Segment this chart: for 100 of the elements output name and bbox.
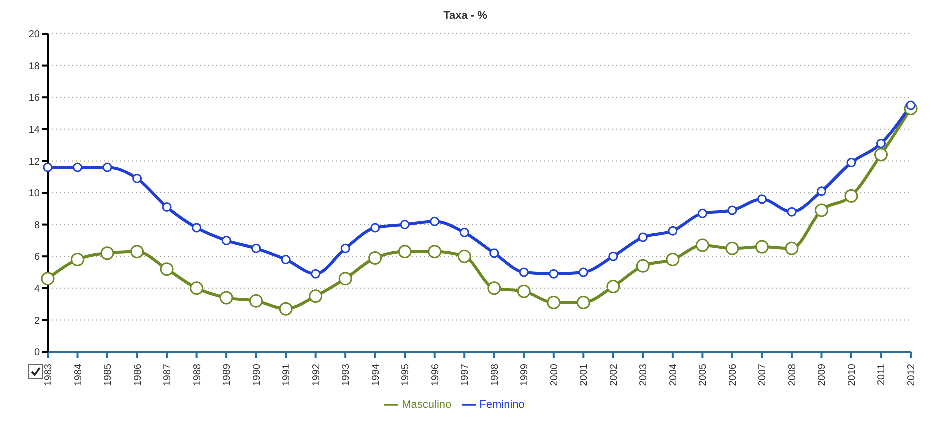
x-tick-label: 1990 [252, 364, 263, 386]
x-tick-label: 1993 [341, 364, 352, 386]
x-tick-label: 2004 [668, 364, 680, 386]
y-tick-label: 6 [34, 252, 40, 264]
x-tick-label: 2007 [758, 364, 769, 386]
x-tick-label: 2003 [638, 364, 650, 386]
point [192, 223, 202, 233]
point [71, 253, 85, 267]
point [160, 262, 174, 276]
point [638, 232, 648, 242]
point [400, 220, 410, 230]
x-tick-label: 1985 [103, 364, 114, 386]
x-tick-label: 1999 [520, 364, 531, 386]
point [787, 207, 797, 217]
point [757, 194, 767, 204]
x-tick-label: 2006 [728, 364, 739, 386]
point [132, 174, 142, 184]
x-tick-label: 2012 [906, 364, 918, 386]
x-tick-label: 1987 [162, 364, 174, 386]
point [130, 245, 144, 259]
point [430, 216, 440, 226]
point [222, 236, 232, 246]
x-tick-label: 1991 [282, 364, 293, 386]
point [785, 242, 799, 256]
point [340, 244, 350, 254]
point [517, 284, 531, 298]
point [41, 272, 55, 286]
point [668, 226, 678, 236]
x-tick-label: 2002 [608, 364, 620, 386]
point [100, 246, 114, 260]
x-tick-label: 1989 [222, 364, 234, 386]
point [338, 272, 352, 286]
point [696, 238, 710, 252]
y-tick-label: 2 [34, 316, 40, 327]
point [636, 259, 650, 273]
point [490, 248, 500, 258]
y-tick-label: 4 [34, 284, 40, 295]
x-tick-label: 1995 [400, 364, 412, 386]
point [844, 189, 858, 203]
x-tick-label: 2000 [549, 364, 560, 386]
point [726, 242, 740, 256]
x-tick-label: 1997 [460, 364, 472, 386]
point [309, 290, 323, 304]
point [755, 240, 769, 254]
x-tick-label: 1988 [192, 364, 204, 386]
point [488, 282, 502, 296]
point [281, 255, 291, 265]
point [460, 228, 470, 238]
x-tick-label: 2005 [698, 364, 710, 386]
point [428, 245, 442, 259]
point [846, 158, 856, 168]
y-tick-label: 12 [28, 156, 40, 168]
x-tick-label: 1998 [490, 364, 501, 386]
y-tick-label: 14 [28, 124, 40, 136]
y-tick-label: 10 [28, 188, 40, 200]
x-tick-label: 1986 [132, 364, 144, 386]
legend-label: Feminino [480, 398, 525, 411]
point [576, 296, 590, 310]
point [311, 269, 321, 279]
y-tick-label: 20 [28, 30, 40, 41]
x-tick-label: 2008 [787, 364, 798, 386]
point [250, 294, 264, 308]
point [876, 138, 886, 148]
point [102, 162, 112, 172]
x-tick-label: 1994 [370, 364, 382, 386]
point [279, 302, 293, 316]
y-tick-label: 16 [28, 93, 40, 104]
y-tick-label: 8 [34, 220, 40, 232]
x-tick-label: 1984 [73, 364, 84, 386]
point [252, 244, 262, 254]
point [519, 268, 529, 278]
point [190, 282, 204, 296]
point [162, 202, 172, 212]
point [606, 280, 620, 294]
x-tick-label: 1983 [44, 364, 54, 386]
point [73, 162, 83, 172]
point [874, 148, 888, 162]
point [728, 206, 738, 216]
chart-title: Taxa - % [442, 9, 488, 24]
x-tick-label: 1996 [430, 364, 442, 386]
point [814, 204, 828, 218]
point [220, 291, 234, 305]
x-tick-label: 2011 [876, 364, 888, 386]
x-tick-label: 1992 [311, 364, 322, 386]
point [666, 253, 680, 267]
legend-label: Masculino [402, 398, 452, 411]
point [549, 269, 559, 279]
point [43, 162, 53, 172]
x-tick-label: 2009 [817, 364, 828, 386]
x-tick-label: 2001 [579, 364, 590, 386]
y-tick-label: 0 [34, 348, 40, 359]
point [816, 186, 826, 196]
point [698, 208, 708, 218]
point [368, 251, 382, 265]
point [578, 268, 588, 278]
x-tick-label: 2010 [846, 364, 858, 386]
point [398, 245, 412, 259]
point [370, 223, 380, 233]
point [608, 252, 618, 262]
point [458, 250, 472, 264]
